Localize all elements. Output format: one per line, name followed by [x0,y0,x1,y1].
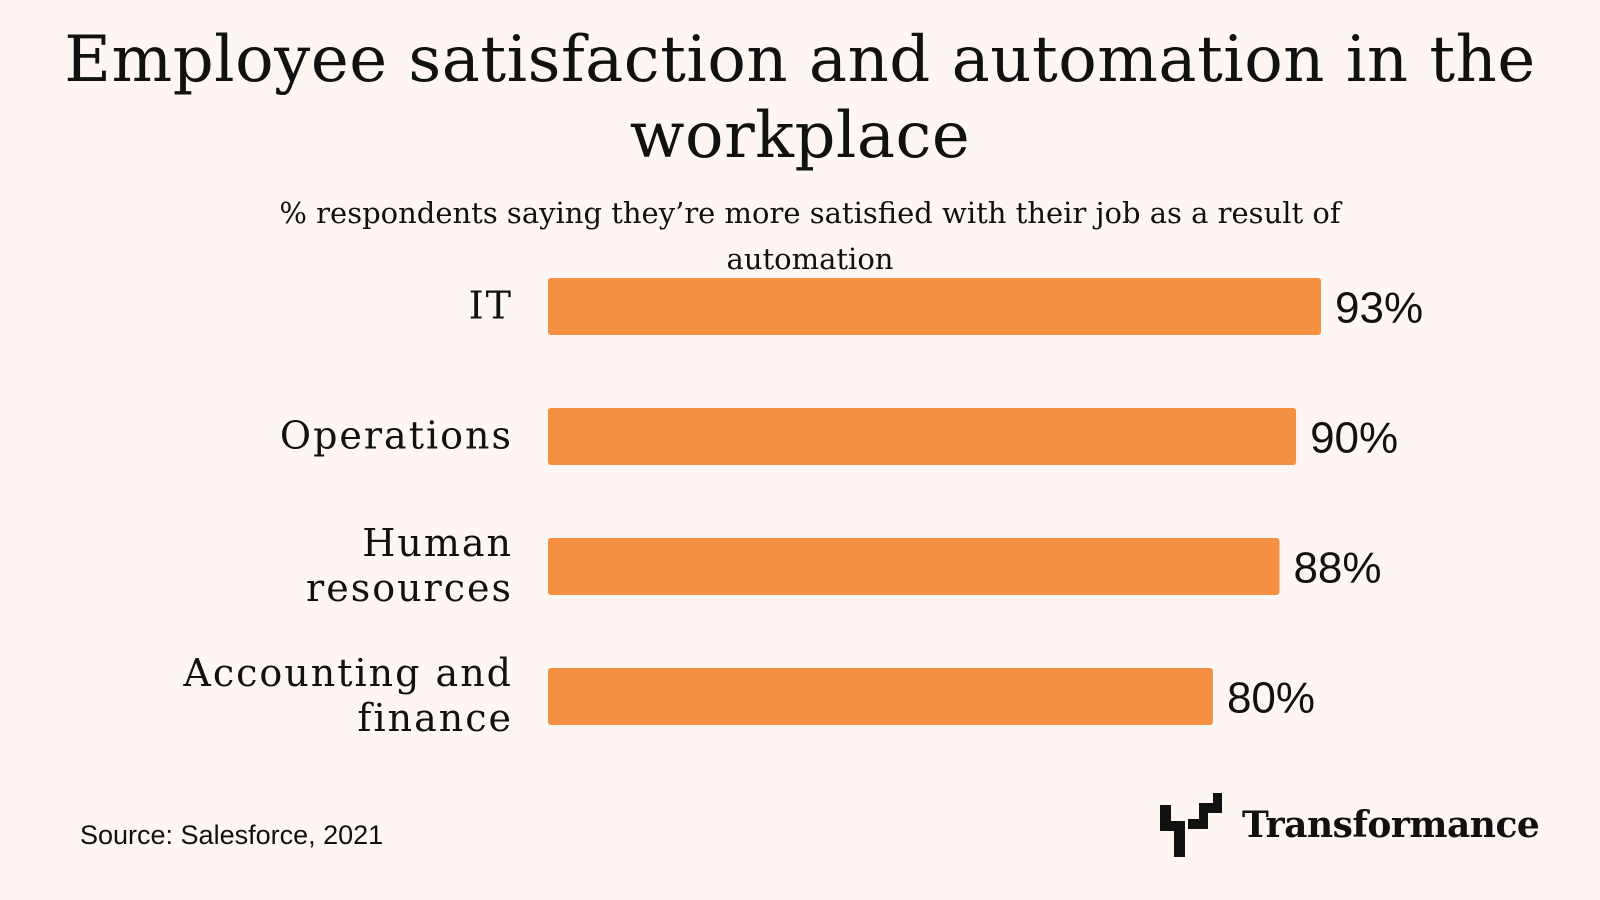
bar-1 [548,408,1297,465]
category-label-2: Human resources [306,521,513,610]
bar-3 [548,668,1213,725]
chart-title: Employee satisfaction and automation in … [64,23,1536,173]
transformance-logo-icon [1160,793,1222,857]
bar-value-label-3: 80% [1227,674,1315,723]
source-note: Source: Salesforce, 2021 [80,820,384,850]
category-label-1: Operations [280,414,513,458]
brand: Transformance [1160,790,1540,860]
bar-2 [548,538,1280,595]
chart-subtitle: % respondents saying they’re more satisf… [279,196,1341,276]
category-label-3: Accounting and finance [182,651,513,740]
category-label-0: IT [469,284,513,328]
bar-value-label-1: 90% [1310,414,1398,463]
brand-name: Transformance [1242,804,1540,846]
bar-value-label-2: 88% [1293,544,1381,593]
bar-0 [548,278,1321,335]
bar-value-label-0: 93% [1335,284,1423,333]
